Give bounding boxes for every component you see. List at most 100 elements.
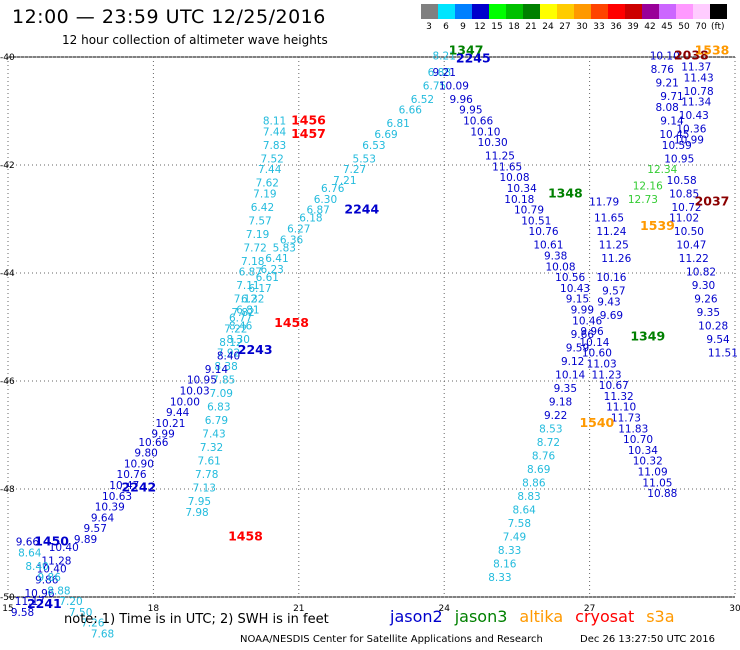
wave-height-value: 10.82 [686, 267, 716, 279]
legend-entry-jason2: jason2 [390, 607, 443, 626]
wave-height-value: 6.81 [386, 118, 409, 130]
wave-height-value: 9.44 [166, 407, 190, 419]
wave-height-value: 6.69 [374, 129, 397, 141]
lat-tick-label: -42 [0, 161, 15, 171]
wave-height-value: 11.83 [618, 423, 648, 435]
track-pass: 8.53 8.728.76 8.698.86 8.838.64 7.587.49 8.33… [488, 423, 562, 584]
scale-swatch [557, 4, 574, 19]
wave-height-value: 12.34 [647, 164, 677, 176]
wave-height-value: 10.18 [504, 194, 534, 206]
wave-height-value: 6.30 [314, 194, 337, 206]
wave-height-value: 6.41 [265, 253, 288, 265]
wave-height-value: 10.10 [470, 126, 500, 138]
wave-height-value: 9.99 [151, 429, 174, 441]
scale-swatch [710, 4, 727, 19]
scale-swatch [472, 4, 489, 19]
wave-height-value: 8.53 [539, 423, 562, 435]
wave-height-value: 7.26 [81, 618, 105, 630]
pass-time-label: 2243 [238, 342, 273, 357]
wave-height-value: 9.69 [600, 310, 623, 322]
track-pass: 12.34 12.16 12.73 [628, 164, 678, 206]
wave-height-value: 6.88 [428, 67, 451, 79]
wave-height-value: 11.22 [679, 253, 709, 265]
scale-label: 33 [593, 22, 605, 32]
lat-tick-label: -48 [0, 485, 15, 495]
wave-height-value: 10.66 [138, 437, 168, 449]
wave-height-value: 10.95 [187, 375, 217, 387]
wave-height-value: 11.09 [638, 467, 668, 479]
wave-height-value: 7.21 [333, 175, 356, 187]
wave-height-value: 8.40 [217, 350, 240, 362]
wave-height-value: 7.13 [193, 483, 216, 495]
wave-height-value: 6.83 [207, 402, 230, 414]
pass-time-label: 2037 [695, 194, 730, 209]
pass-time-label: 1539 [640, 218, 675, 233]
wave-height-value: 10.00 [170, 396, 200, 408]
wave-height-value: 9.99 [571, 305, 594, 317]
wave-height-value: 10.63 [102, 491, 132, 503]
scale-swatch [540, 4, 557, 19]
track-pass: 10.108.76 9.219.718.08 9.1410.4510.5910.95… [650, 51, 738, 360]
wave-height-value: 11.24 [596, 226, 626, 238]
wave-height-value: 10.28 [698, 321, 728, 333]
wave-height-value: 10.50 [674, 226, 704, 238]
chart-subtitle: 12 hour collection of altimeter wave hei… [62, 33, 328, 47]
wave-height-value: 11.51 [708, 348, 738, 360]
wave-height-value: 6.42 [251, 202, 274, 214]
time-labels: 1347224514561457224414582243224214581450… [27, 42, 730, 610]
wave-height-value: 9.35 [554, 383, 577, 395]
pass-time-label: 1540 [579, 415, 614, 430]
wave-height-value: 9.21 [433, 67, 456, 79]
wave-height-value: 8.12 [219, 337, 242, 349]
wave-height-value: 10.08 [545, 261, 575, 273]
wave-height-value: 9.14 [205, 364, 229, 376]
scale-swatch [625, 4, 642, 19]
scale-swatch [574, 4, 591, 19]
wave-height-value: 12.16 [633, 180, 663, 192]
wave-height-value: 8.30 [227, 334, 250, 346]
legend-entry-cryosat: cryosat [575, 607, 635, 626]
wave-height-value: 5.83 [273, 242, 296, 254]
wave-height-value: 9.26 [694, 294, 718, 306]
scale-label: 12 [474, 22, 486, 32]
lon-tick-label: 15 [2, 604, 13, 614]
wave-height-value: 6.76 [321, 183, 345, 195]
scale-label: 15 [491, 22, 503, 32]
wave-height-value: 10.09 [439, 80, 469, 92]
wave-height-value: 10.34 [628, 445, 658, 457]
wave-height-value: 7.27 [343, 164, 366, 176]
scale-swatch [421, 4, 438, 19]
wave-height-value: 7.50 [69, 607, 92, 619]
wave-height-value: 6.53 [362, 140, 385, 152]
wave-height-value: 10.43 [679, 110, 709, 122]
scale-label: 24 [542, 22, 554, 32]
wave-height-value: 10.56 [555, 272, 585, 284]
scale-label: 50 [678, 22, 690, 32]
wave-height-value: 6.17 [248, 283, 271, 295]
wave-height-value: 6.32 [241, 294, 264, 306]
wave-height-value: 6.75 [423, 80, 446, 92]
wave-height-value: 9.57 [602, 286, 625, 298]
wave-height-value: 10.66 [463, 116, 493, 128]
wave-height-value: 9.35 [697, 307, 720, 319]
wave-height-value: 9.14 [660, 116, 684, 128]
chart-title: 12:00 — 23:59 UTC 12/25/2016 [12, 6, 326, 28]
wave-height-value: 7.19 [246, 229, 269, 241]
wave-height-value: 9.71 [660, 91, 683, 103]
wave-height-value: 10.70 [623, 434, 653, 446]
pass-time-label: 2245 [456, 50, 491, 65]
wave-height-value: 9.43 [597, 296, 620, 308]
wave-height-value: 8.83 [517, 491, 540, 503]
wave-height-value: 11.02 [669, 213, 699, 225]
scale-swatch [438, 4, 455, 19]
wave-height-value: 10.85 [669, 188, 699, 200]
wave-height-value: 12.73 [628, 194, 658, 206]
wave-height-value: 7.62 [256, 178, 279, 190]
wave-height-value: 9.96 [449, 94, 473, 106]
wave-height-value: 10.14 [555, 369, 585, 381]
scale-label: 45 [661, 22, 673, 32]
wave-height-value: 11.10 [606, 402, 636, 414]
scale-label: 42 [644, 22, 656, 32]
